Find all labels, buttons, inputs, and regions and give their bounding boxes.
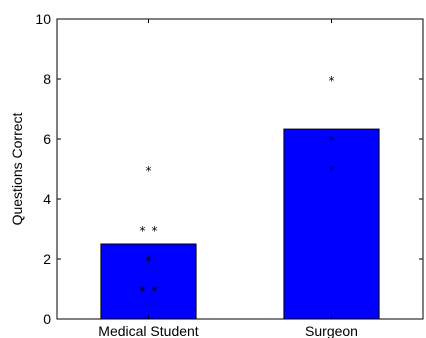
data-point-marker: * bbox=[140, 224, 146, 238]
y-tick-label: 2 bbox=[43, 251, 51, 267]
y-tick-label: 6 bbox=[43, 131, 51, 147]
data-point-marker: * bbox=[329, 164, 335, 178]
x-tick-label: Surgeon bbox=[305, 323, 358, 338]
data-point-marker: * bbox=[146, 164, 152, 178]
data-point-marker: * bbox=[146, 254, 152, 268]
y-tick-label: 0 bbox=[43, 311, 51, 327]
y-tick-label: 4 bbox=[43, 191, 51, 207]
data-point-marker: * bbox=[140, 284, 146, 298]
y-tick-label: 10 bbox=[35, 11, 51, 27]
x-tick-label: Medical Student bbox=[98, 323, 199, 338]
data-point-marker: * bbox=[152, 284, 158, 298]
data-point-marker: * bbox=[329, 74, 335, 88]
data-point-marker: * bbox=[152, 224, 158, 238]
y-axis-label: Questions Correct bbox=[9, 112, 25, 225]
bar-surgeon bbox=[284, 129, 379, 319]
data-point-marker: * bbox=[329, 134, 335, 148]
y-tick-label: 8 bbox=[43, 71, 51, 87]
